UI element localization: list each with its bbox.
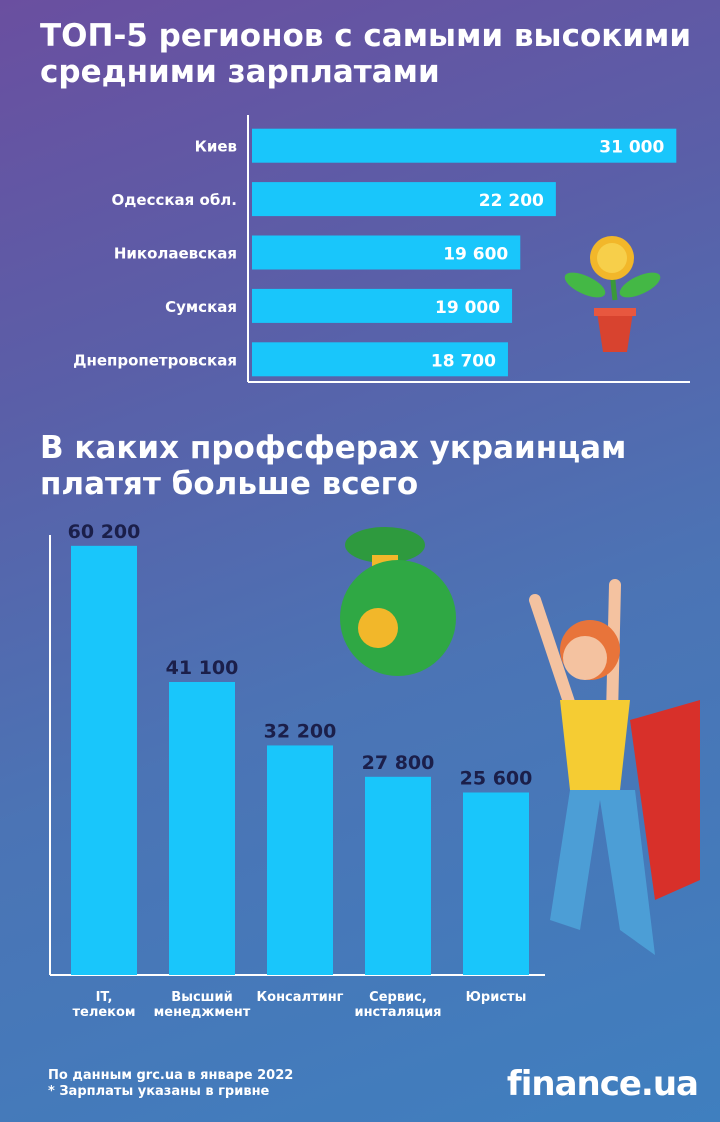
bar [252,235,521,270]
bar [267,745,333,975]
money-bag-illustration [340,527,456,676]
category-label: Одесская обл. [112,191,237,209]
category-label: Сумская [165,298,237,316]
value-label: 19 000 [435,298,500,318]
chart-title: В каких профсферах украинцам платят боль… [40,430,627,502]
value-label: 22 200 [479,191,544,211]
bar [71,545,137,975]
value-label: 60 200 [68,521,141,543]
bar [252,288,513,323]
category-label: IT, телеком [72,990,136,1020]
category-label: Днепропетровская [73,351,237,369]
bar [169,681,235,975]
bar [252,128,677,163]
category-label: Высший менеджмент [153,990,251,1020]
value-label: 32 200 [264,720,337,742]
bar [252,342,508,377]
category-label: Сервис, инсталяция [354,990,442,1020]
chart-title: ТОП-5 регионов с самыми высокими средним… [40,18,692,90]
bar [252,182,556,217]
category-label: Юристы [465,990,527,1005]
person-illustration [529,579,700,955]
category-label: Николаевская [114,245,237,263]
value-label: 18 700 [431,351,496,371]
logo: finance.ua [506,1064,699,1104]
value-label: 41 100 [166,657,239,679]
value-label: 25 600 [460,767,533,789]
bar [463,792,529,975]
value-label: 19 600 [443,245,508,265]
bar [365,776,431,975]
value-label: 31 000 [599,138,664,158]
plant-illustration [564,236,661,352]
value-label: 27 800 [362,752,435,774]
footnote: * Зарплаты указаны в гривне [48,1084,270,1099]
category-label: Киев [195,138,237,156]
source-note: По данным grc.ua в январе 2022 [48,1068,294,1083]
category-label: Консалтинг [256,990,344,1005]
